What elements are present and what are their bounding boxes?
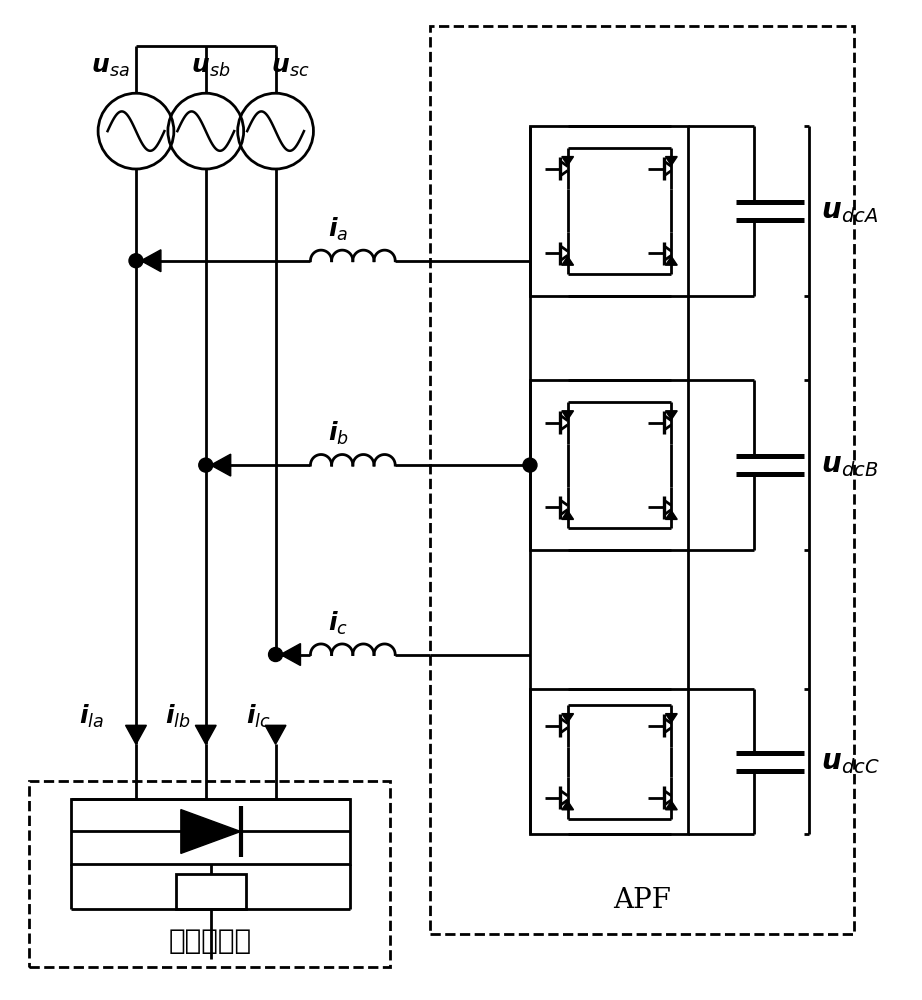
Polygon shape — [666, 411, 678, 420]
Text: $\boldsymbol{i}_c$: $\boldsymbol{i}_c$ — [328, 609, 349, 637]
Text: $\boldsymbol{i}_b$: $\boldsymbol{i}_b$ — [328, 420, 349, 447]
Polygon shape — [666, 157, 678, 165]
Circle shape — [268, 648, 282, 662]
Polygon shape — [561, 801, 573, 810]
Text: $\boldsymbol{i}_a$: $\boldsymbol{i}_a$ — [328, 216, 349, 243]
Circle shape — [523, 458, 537, 472]
Bar — [30, 781, 390, 967]
Bar — [530, 689, 688, 834]
Text: $\boldsymbol{u}_{dcB}$: $\boldsymbol{u}_{dcB}$ — [821, 451, 878, 479]
Text: $\boldsymbol{i}_{la}$: $\boldsymbol{i}_{la}$ — [78, 703, 104, 730]
Polygon shape — [666, 511, 678, 519]
Polygon shape — [211, 454, 230, 476]
Polygon shape — [266, 725, 286, 744]
Text: $\boldsymbol{i}_{lb}$: $\boldsymbol{i}_{lb}$ — [165, 703, 191, 730]
Bar — [176, 874, 245, 909]
Polygon shape — [561, 714, 573, 722]
Circle shape — [129, 254, 143, 268]
Polygon shape — [561, 157, 573, 165]
Polygon shape — [666, 714, 678, 722]
Polygon shape — [195, 725, 216, 744]
Text: $\boldsymbol{u}_{sb}$: $\boldsymbol{u}_{sb}$ — [191, 55, 230, 79]
Text: APF: APF — [613, 887, 671, 914]
Circle shape — [199, 458, 213, 472]
Bar — [530, 126, 688, 296]
Text: $\boldsymbol{u}_{sc}$: $\boldsymbol{u}_{sc}$ — [270, 55, 309, 79]
Polygon shape — [141, 250, 161, 272]
Polygon shape — [561, 511, 573, 519]
Polygon shape — [181, 810, 241, 853]
Text: $\boldsymbol{u}_{dcC}$: $\boldsymbol{u}_{dcC}$ — [821, 748, 880, 776]
Text: $\boldsymbol{i}_{lc}$: $\boldsymbol{i}_{lc}$ — [245, 703, 270, 730]
Polygon shape — [666, 801, 678, 810]
Text: $\boldsymbol{u}_{sa}$: $\boldsymbol{u}_{sa}$ — [91, 55, 130, 79]
Bar — [530, 380, 688, 550]
Polygon shape — [280, 644, 301, 665]
Polygon shape — [666, 256, 678, 265]
Polygon shape — [125, 725, 147, 744]
Text: $\boldsymbol{u}_{dcA}$: $\boldsymbol{u}_{dcA}$ — [821, 197, 878, 225]
Polygon shape — [561, 411, 573, 420]
Bar — [430, 26, 854, 934]
Polygon shape — [561, 256, 573, 265]
Bar — [71, 799, 350, 864]
Text: 非线性负载: 非线性负载 — [168, 927, 252, 955]
